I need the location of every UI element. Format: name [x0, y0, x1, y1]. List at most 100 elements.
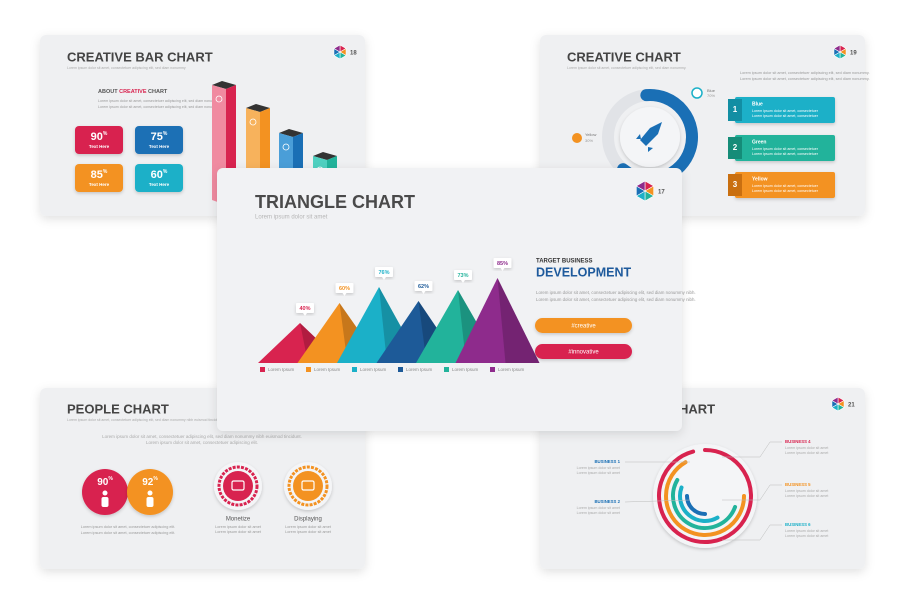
business-name: BUSINESS 2 [594, 499, 620, 504]
stat-number: 85 [91, 169, 103, 181]
business-text: Lorem ipsum dolor sit amet [785, 534, 828, 538]
ring-marker [572, 133, 582, 143]
legend-swatch [490, 367, 495, 372]
item-name: Blue [752, 101, 763, 107]
feature-text: Lorem ipsum dolor sit amet [215, 525, 262, 529]
person-head [102, 490, 108, 496]
people-value: 92% [142, 476, 158, 487]
slide-title: CREATIVE BAR CHART [67, 49, 213, 64]
value-label-box [375, 267, 393, 277]
radial-arc [671, 478, 738, 530]
stat-value: 75% [151, 131, 168, 143]
bar-top [279, 129, 303, 137]
item-text: Lorem ipsum dolor sit amet, consectetuer [752, 184, 819, 188]
people-text: Lorem ipsum dolor sit amet, consectetuer… [81, 525, 176, 529]
feature-ring [287, 465, 329, 507]
value-label-pointer [461, 280, 465, 283]
slide-number: 17 [658, 190, 665, 196]
value-label-box [493, 258, 512, 268]
stat-unit: % [163, 169, 168, 175]
feature-icon [301, 480, 315, 491]
tag-button [535, 318, 632, 333]
stat-number: 60 [151, 169, 163, 181]
item-tab [728, 99, 742, 121]
slide-card [40, 388, 365, 569]
value-label-pointer [303, 313, 307, 316]
radial-arc [685, 494, 707, 516]
bar-top [313, 152, 337, 160]
section-text: Lorem ipsum dolor sit amet, consectetuer… [740, 77, 870, 81]
value-label-pointer [382, 277, 386, 280]
heading-part: CHART [147, 89, 168, 95]
value-label-pointer [342, 293, 347, 296]
slide-logo [831, 396, 845, 412]
item-text: Lorem ipsum dolor sit amet, consectetuer [752, 109, 819, 113]
slide-card-main [217, 168, 682, 431]
business-name: BUSINESS 4 [785, 439, 811, 444]
business-text: Lorem ipsum dolor sit amet [577, 471, 620, 475]
people-number: 92 [142, 477, 154, 488]
ring-marker [691, 87, 703, 99]
stat-unit: % [103, 169, 108, 175]
person-head [147, 490, 153, 496]
item-tab [728, 174, 742, 196]
connector [722, 484, 782, 501]
slide-logo [833, 44, 847, 60]
value-label: 85% [497, 261, 508, 267]
value-label-box [296, 303, 314, 313]
headline: DEVELOPMENT [536, 265, 632, 279]
connector [722, 441, 782, 458]
legend-label: Lorem Ipsum [498, 367, 525, 372]
slide-number: 18 [350, 51, 357, 57]
legend-label: Lorem Ipsum [268, 367, 295, 372]
rocket-icon [636, 122, 662, 152]
triangle-shade [497, 278, 540, 363]
kicker: TARGET BUSINESS [536, 259, 593, 265]
slide-subtitle: Lorem ipsum dolor sit amet, consectetuer… [67, 66, 186, 70]
business-name: BUSINESS 5 [785, 482, 811, 487]
radial-chart [653, 444, 757, 548]
logo-piece [833, 44, 841, 53]
section-heading: ABOUT CREATIVE CHART [98, 89, 168, 95]
slide-number: 19 [850, 51, 857, 57]
radial-base [653, 444, 757, 548]
item-box [735, 172, 835, 198]
legend-swatch [398, 367, 403, 372]
heading-part: CREATIVE [119, 89, 147, 95]
business-text: Lorem ipsum dolor sit amet [785, 494, 828, 498]
person-body [101, 497, 109, 507]
person-body [146, 497, 154, 507]
business-text: Lorem ipsum dolor sit amet [785, 451, 828, 455]
item-text: Lorem ipsum dolor sit amet, consectetuer [752, 114, 819, 118]
stat-value: 85% [91, 169, 108, 181]
bar-icon [282, 143, 290, 151]
legend-swatch [260, 367, 265, 372]
business-text: Lorem ipsum dolor sit amet [785, 529, 828, 533]
slide-title: CREATIVE CHART [567, 49, 681, 64]
legend-label: Lorem Ipsum [406, 367, 433, 372]
section-text: Lorem ipsum dolor sit amet, consectetuer… [740, 71, 870, 75]
stat-box [75, 164, 123, 192]
radial-arc [664, 460, 746, 537]
logo-piece [831, 396, 839, 405]
stat-label: Text Here [89, 144, 110, 149]
stat-label: Text Here [149, 182, 170, 187]
legend-label: Lorem Ipsum [452, 367, 479, 372]
item-index: 3 [733, 180, 738, 189]
stat-box [135, 126, 183, 154]
connector [722, 524, 782, 541]
legend-swatch [352, 367, 357, 372]
item-index: 2 [733, 143, 738, 152]
stat-number: 75 [151, 131, 163, 143]
slide-title: PEOPLE CHART [67, 401, 169, 416]
ring-label: Blue [707, 88, 716, 93]
feature-text: Lorem ipsum dolor sit amet [285, 530, 332, 534]
item-name: Yellow [752, 176, 768, 182]
business-text: Lorem ipsum dolor sit amet [577, 506, 620, 510]
business-name: BUSINESS 6 [785, 522, 811, 527]
item-tab [728, 137, 742, 159]
slide-subtitle: Lorem ipsum dolor sit amet [255, 215, 328, 221]
people-value: 90% [97, 476, 113, 487]
value-label-box [414, 281, 433, 291]
